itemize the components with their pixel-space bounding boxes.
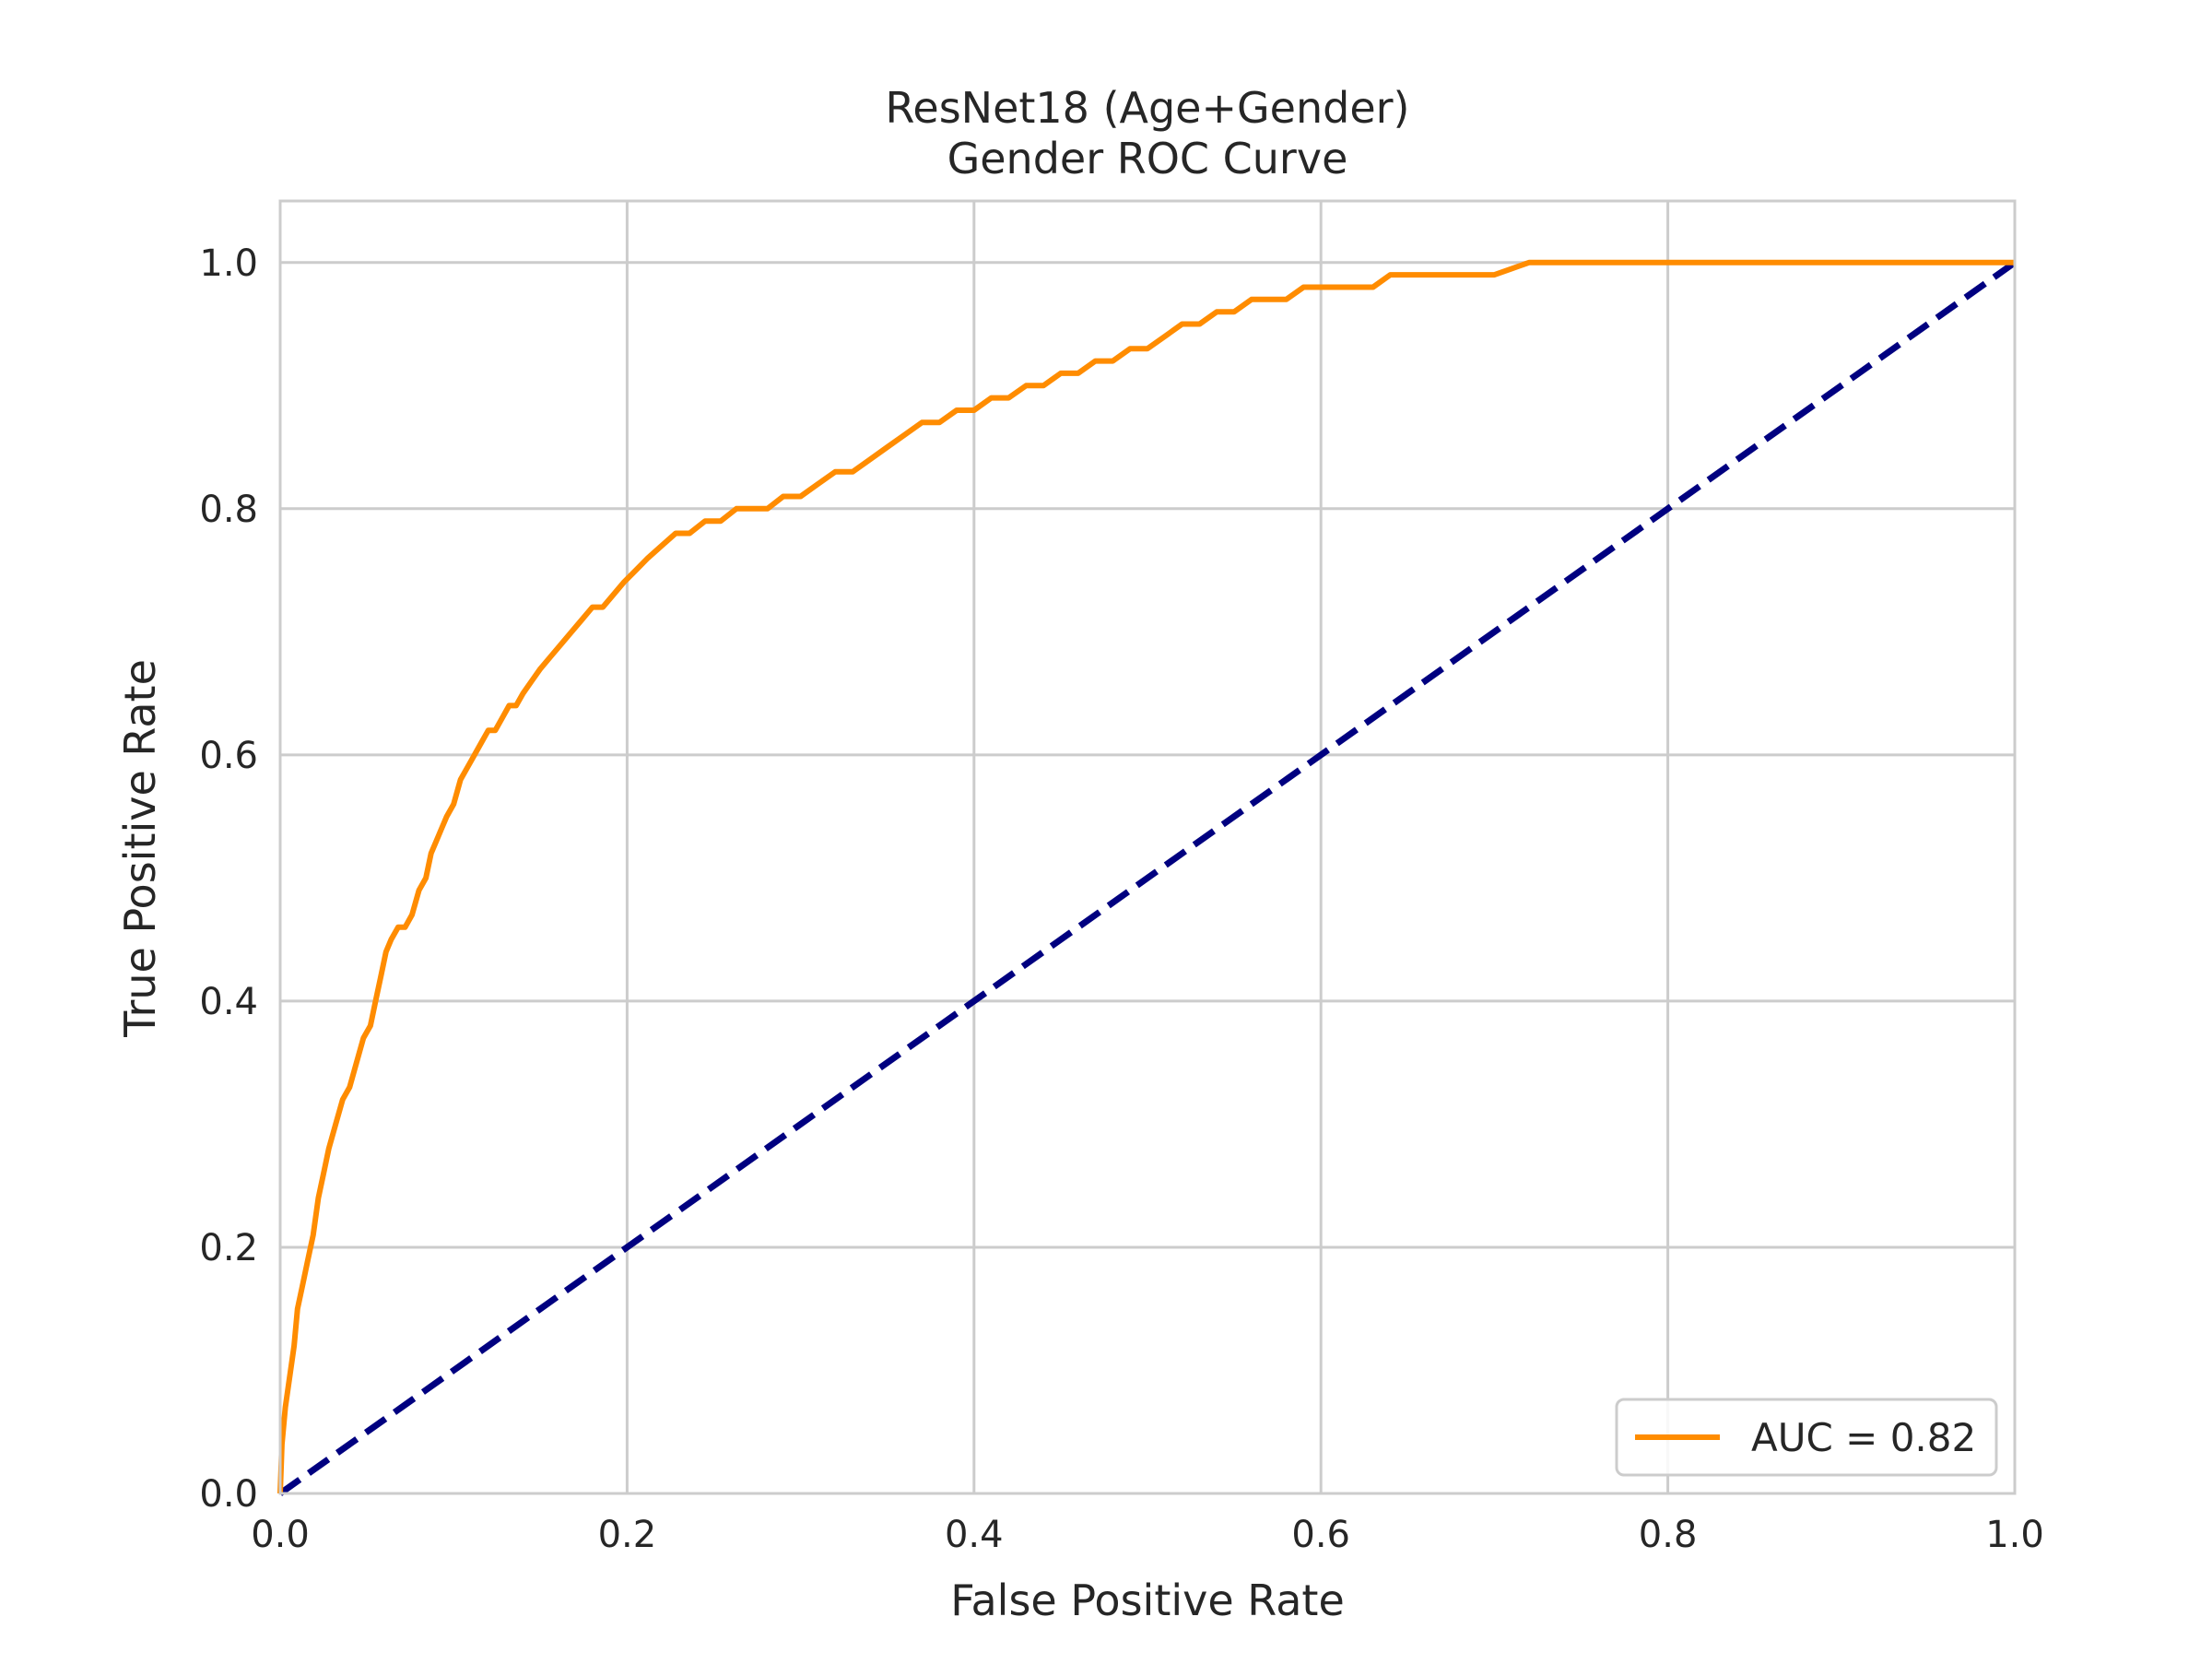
- y-tick-label: 0.4: [199, 981, 258, 1023]
- chart-subtitle: Gender ROC Curve: [947, 134, 1348, 183]
- series-layer: [277, 259, 2018, 1496]
- y-axis-label: True Positive Rate: [115, 659, 165, 1038]
- legend-label: AUC = 0.82: [1751, 1415, 1976, 1460]
- x-tick-label: 0.8: [1639, 1514, 1698, 1556]
- y-tick-label: 0.2: [199, 1227, 258, 1269]
- y-tick-label: 0.8: [199, 489, 258, 531]
- chart-title: ResNet18 (Age+Gender): [886, 83, 1410, 133]
- y-tick-label: 1.0: [199, 242, 258, 285]
- roc-curve-line: [277, 259, 2015, 1494]
- plot-frame: [278, 199, 2017, 1495]
- x-tick-label: 1.0: [1985, 1514, 2044, 1556]
- y-tick-label: 0.0: [199, 1473, 258, 1516]
- x-tick-label: 0.4: [945, 1514, 1004, 1556]
- tick-labels: 0.0 0.2 0.4 0.6 0.8 1.0 0.0 0.2 0.4 0.6 0.8 1.0: [199, 242, 2043, 1556]
- x-tick-label: 0.2: [598, 1514, 657, 1556]
- legend: AUC = 0.82: [1615, 1398, 1998, 1477]
- x-tick-label: 0.0: [251, 1514, 310, 1556]
- y-tick-label: 0.6: [199, 735, 258, 777]
- chance-diagonal-line: [277, 259, 2018, 1496]
- x-tick-label: 0.6: [1291, 1514, 1350, 1556]
- grid: [278, 201, 2017, 1495]
- legend-box: [1615, 1398, 1998, 1477]
- x-axis-label: False Positive Rate: [950, 1575, 1345, 1625]
